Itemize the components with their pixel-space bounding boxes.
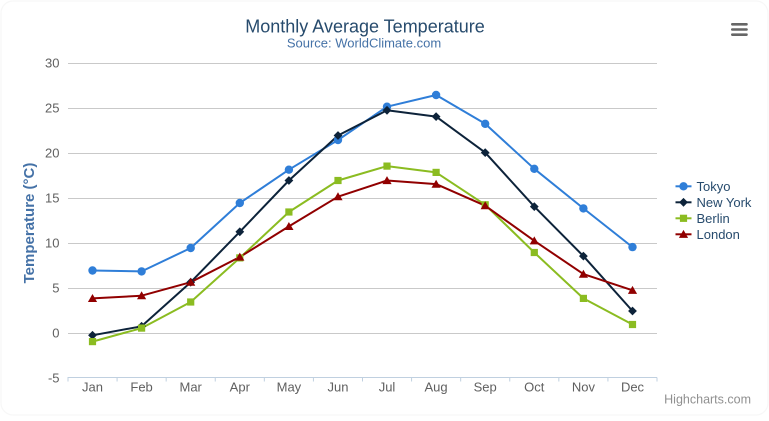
svg-text:Sep: Sep xyxy=(474,380,497,395)
svg-text:Highcharts.com: Highcharts.com xyxy=(664,393,751,407)
svg-text:15: 15 xyxy=(45,191,59,206)
svg-text:Jan: Jan xyxy=(82,380,103,395)
svg-text:Dec: Dec xyxy=(621,380,645,395)
svg-text:Berlin: Berlin xyxy=(697,211,730,226)
svg-text:Oct: Oct xyxy=(524,380,545,395)
svg-text:Jun: Jun xyxy=(328,380,349,395)
svg-text:May: May xyxy=(277,380,302,395)
svg-text:25: 25 xyxy=(45,101,59,116)
svg-text:-5: -5 xyxy=(48,371,60,386)
svg-text:Mar: Mar xyxy=(180,380,203,395)
svg-text:New York: New York xyxy=(697,195,752,210)
svg-text:Jul: Jul xyxy=(379,380,396,395)
svg-text:Apr: Apr xyxy=(230,380,251,395)
svg-text:Nov: Nov xyxy=(572,380,596,395)
svg-text:30: 30 xyxy=(45,56,59,71)
svg-text:5: 5 xyxy=(52,281,59,296)
svg-text:London: London xyxy=(697,227,740,242)
svg-text:Source: WorldClimate.com: Source: WorldClimate.com xyxy=(287,36,441,51)
svg-text:0: 0 xyxy=(52,326,59,341)
svg-text:20: 20 xyxy=(45,146,59,161)
svg-text:Tokyo: Tokyo xyxy=(697,179,731,194)
svg-text:Monthly Average Temperature: Monthly Average Temperature xyxy=(245,17,484,37)
svg-text:Feb: Feb xyxy=(130,380,152,395)
svg-text:Aug: Aug xyxy=(425,380,448,395)
svg-text:10: 10 xyxy=(45,236,59,251)
svg-text:Temperature (°C): Temperature (°C) xyxy=(21,163,38,284)
